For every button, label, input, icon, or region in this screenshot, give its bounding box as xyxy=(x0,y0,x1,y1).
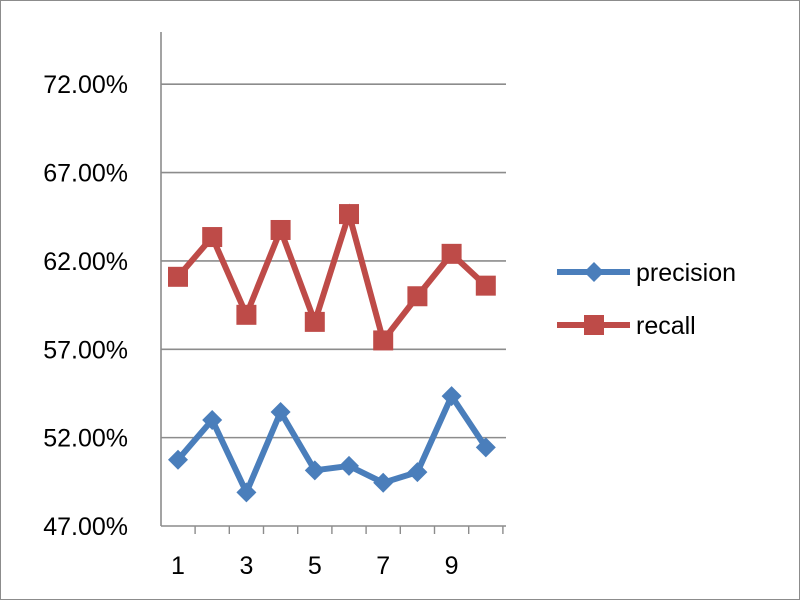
data-point-recall xyxy=(236,304,257,325)
x-tick-label: 5 xyxy=(308,552,322,580)
data-point-recall xyxy=(475,275,496,296)
data-point-precision xyxy=(304,460,325,481)
data-point-recall xyxy=(202,227,223,248)
legend-item-recall: recall xyxy=(557,312,696,340)
legend-marker xyxy=(584,262,604,282)
data-point-precision xyxy=(202,409,223,430)
y-tick-label: 47.00% xyxy=(43,513,128,541)
axes xyxy=(160,32,506,534)
y-tick-label: 67.00% xyxy=(43,160,128,188)
legend-marker xyxy=(584,315,604,335)
x-axis-ticks: 1 3 5 7 9 xyxy=(171,552,459,580)
x-tick-label: 7 xyxy=(376,552,390,580)
data-point-recall xyxy=(304,311,325,332)
data-point-precision xyxy=(407,462,428,483)
legend-item-precision: precision xyxy=(557,259,736,287)
series-line-recall xyxy=(175,203,488,348)
legend-label: precision xyxy=(636,259,736,287)
data-point-precision xyxy=(168,449,188,470)
series-recall xyxy=(168,203,496,351)
data-point-recall xyxy=(407,286,428,307)
data-point-precision xyxy=(475,437,496,458)
data-point-precision xyxy=(441,386,462,407)
data-point-recall xyxy=(168,266,188,287)
series-layer xyxy=(168,203,496,503)
data-point-recall xyxy=(339,204,359,225)
x-tick-label: 9 xyxy=(445,552,459,580)
y-tick-label: 57.00% xyxy=(43,336,128,364)
y-tick-label: 62.00% xyxy=(43,248,128,276)
legend: precision recall xyxy=(557,259,736,340)
y-tick-label: 72.00% xyxy=(43,71,128,99)
data-point-precision xyxy=(236,482,257,503)
x-tick-label: 3 xyxy=(239,552,253,580)
y-tick-label: 52.00% xyxy=(43,425,128,453)
x-tick-label: 1 xyxy=(171,552,185,580)
series-line-precision xyxy=(175,389,489,500)
data-point-recall xyxy=(441,243,462,264)
y-axis-ticks: 47.00% 52.00% 57.00% 62.00% 67.00% 72.00% xyxy=(43,71,128,541)
series-precision xyxy=(168,386,496,503)
data-point-recall xyxy=(270,219,291,240)
data-point-precision xyxy=(339,455,359,476)
data-point-precision xyxy=(373,472,394,493)
legend-label: recall xyxy=(636,312,696,340)
data-point-precision xyxy=(270,402,291,423)
data-point-recall xyxy=(373,330,394,351)
